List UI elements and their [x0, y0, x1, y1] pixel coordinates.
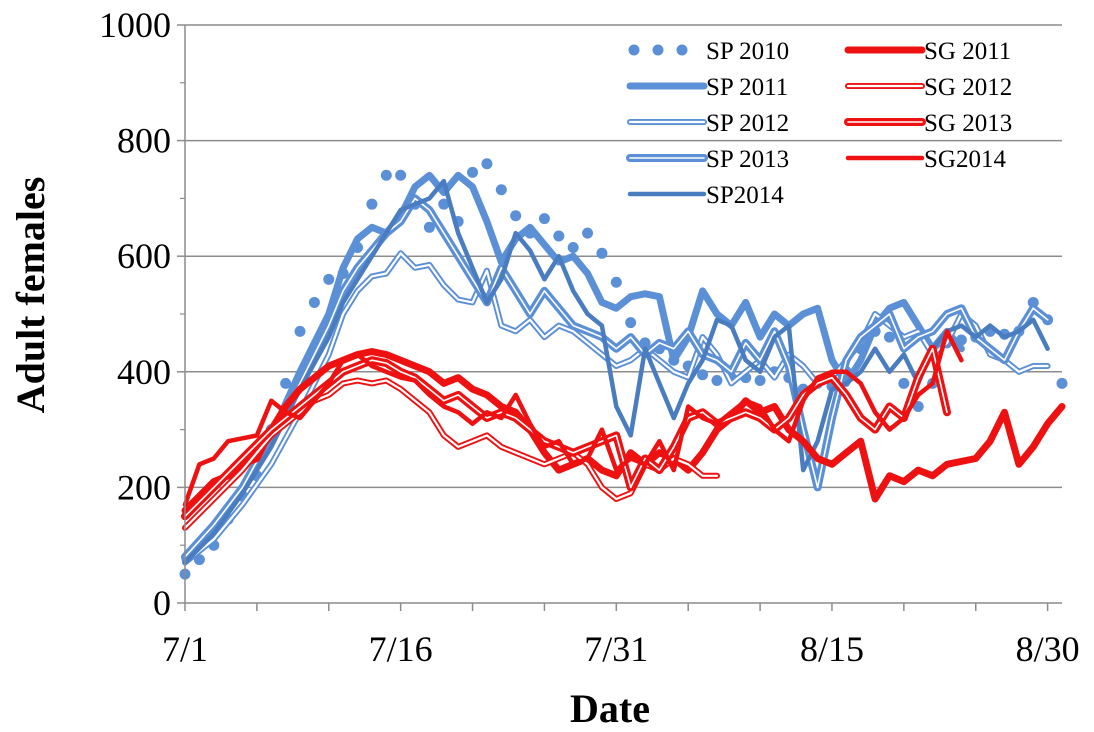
data-point	[510, 210, 522, 222]
data-point	[567, 242, 579, 254]
data-point	[380, 169, 392, 181]
legend-label: SP2014	[706, 182, 784, 209]
legend-label: SG 2011	[924, 38, 1011, 65]
data-point	[625, 317, 637, 329]
series-sg2014	[182, 329, 964, 507]
data-point	[294, 325, 306, 337]
series-sp-2012	[182, 250, 1051, 566]
y-tick-label: 400	[117, 352, 171, 392]
data-point	[495, 184, 507, 196]
legend-item-sg-2013: SG 2013	[844, 110, 1012, 137]
x-tick-label: 7/31	[584, 629, 648, 669]
legend-label: SP 2010	[706, 38, 789, 65]
data-point	[481, 158, 493, 170]
data-point	[280, 377, 292, 389]
y-tick-label: 600	[117, 236, 171, 276]
legend-label: SG 2012	[924, 74, 1012, 101]
data-point	[553, 230, 565, 242]
legend: SP 2010 SP 2011 SP 2012 SP 2013 SP2014 SG 201…	[626, 38, 1012, 209]
gridlines	[185, 24, 1062, 489]
legend-label: SP 2011	[706, 74, 788, 101]
legend-label: SP 2013	[706, 146, 789, 173]
x-tick-label: 7/1	[162, 629, 208, 669]
data-point	[711, 374, 723, 386]
data-point	[395, 169, 407, 181]
y-tick-label: 1000	[99, 5, 171, 45]
legend-item-sp-2011: SP 2011	[626, 74, 788, 101]
legend-item-sp2014: SP2014	[627, 182, 784, 209]
series-line	[182, 329, 964, 507]
series-lines	[179, 158, 1068, 580]
data-point	[610, 276, 622, 288]
legend-label: SG2014	[924, 146, 1006, 173]
legend-item-sp-2013: SP 2013	[626, 146, 789, 173]
data-point	[1027, 296, 1039, 308]
data-point	[538, 213, 550, 225]
data-point	[423, 221, 435, 233]
series-line	[181, 348, 1066, 514]
legend-item-sp-2012: SP 2012	[627, 110, 789, 137]
data-point	[438, 198, 450, 210]
legend-item-sg2014: SG2014	[845, 146, 1006, 173]
data-point	[883, 331, 895, 343]
legend-label: SG 2013	[924, 110, 1012, 137]
axes: 0 200 400 600 800 1000 7/1 7/16 7/31 8/15 8/30	[99, 5, 1080, 669]
series-line-inner	[183, 252, 1049, 564]
data-point	[308, 296, 320, 308]
y-tick-label: 800	[117, 121, 171, 161]
legend-item-sg-2011: SG 2011	[844, 38, 1011, 65]
legend-label: SP 2012	[706, 110, 789, 137]
legend-item-sp-2010: SP 2010	[628, 38, 789, 65]
x-axis-title: Date	[570, 686, 650, 731]
data-point	[697, 369, 709, 381]
data-point	[582, 227, 594, 239]
y-tick-label: 0	[153, 583, 171, 623]
legend-swatch-dot	[628, 44, 640, 56]
legend-item-sg-2012: SG 2012	[845, 74, 1012, 101]
data-point	[912, 400, 924, 412]
data-point	[323, 273, 335, 285]
legend-swatch-dot	[652, 44, 664, 56]
x-tick-label: 8/15	[800, 629, 864, 669]
data-point	[898, 377, 910, 389]
data-point	[1056, 377, 1068, 389]
x-tick-label: 7/16	[369, 629, 433, 669]
y-tick-label: 200	[117, 467, 171, 507]
data-point	[754, 374, 766, 386]
series-sg-2011	[181, 348, 1066, 514]
data-point	[596, 247, 608, 259]
data-point	[366, 198, 378, 210]
legend-swatch-dot	[676, 44, 688, 56]
x-tick-label: 8/30	[1016, 629, 1080, 669]
data-point	[467, 166, 479, 178]
y-axis-title: Adult females	[8, 177, 53, 414]
